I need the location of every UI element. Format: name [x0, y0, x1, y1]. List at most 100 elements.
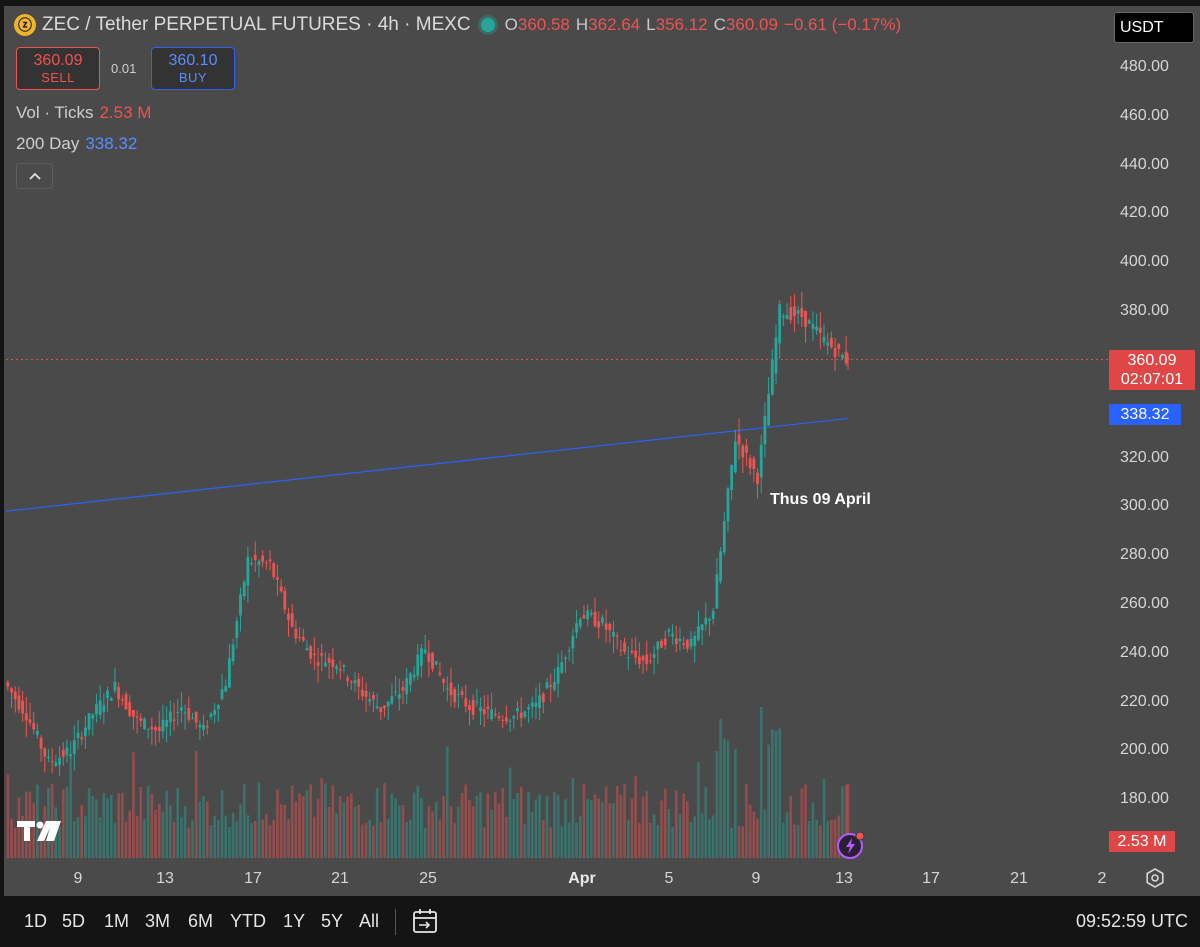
volume-bar — [113, 823, 117, 858]
volume-bar — [65, 787, 69, 858]
volume-bar — [191, 820, 194, 858]
range-button-ytd[interactable]: YTD — [230, 911, 266, 931]
candle-body — [6, 682, 10, 687]
toolbar-divider — [395, 909, 396, 935]
volume-bar — [231, 812, 235, 858]
range-button-6m[interactable]: 6M — [188, 911, 214, 931]
tradingview-logo-icon[interactable] — [16, 818, 62, 844]
range-button-5y[interactable]: 5Y — [321, 911, 344, 931]
volume-bar — [619, 794, 623, 858]
volume-bar — [276, 789, 279, 858]
range-button-3m[interactable]: 3M — [145, 911, 171, 931]
volume-indicator-label: Vol · Ticks — [16, 103, 94, 122]
candle-body — [65, 747, 69, 756]
volume-bar — [73, 821, 76, 858]
volume-bar — [494, 792, 497, 858]
volume-bar — [763, 809, 767, 858]
candle-body — [490, 709, 494, 720]
candle-body — [364, 690, 368, 697]
volume-bar — [475, 795, 479, 858]
price-scale[interactable] — [1108, 6, 1200, 862]
market-status-icon[interactable] — [480, 18, 495, 32]
candle-body — [327, 658, 331, 663]
axis-settings-icon[interactable] — [1144, 867, 1166, 889]
candle-body — [257, 561, 261, 565]
candle-body — [228, 658, 231, 688]
volume-bar — [571, 778, 575, 858]
volume-bar — [479, 792, 482, 858]
range-button-1m[interactable]: 1M — [104, 911, 130, 931]
volume-indicator-legend[interactable]: Vol · Ticks 2.53 M — [16, 103, 151, 123]
candle-body — [589, 613, 593, 615]
candle-body — [180, 707, 183, 711]
candle-body — [634, 650, 638, 658]
candle-body — [98, 700, 102, 715]
candle-body — [612, 631, 615, 637]
candle-body — [10, 688, 13, 693]
range-button-5d[interactable]: 5D — [62, 911, 86, 931]
volume-bar — [527, 791, 530, 858]
candle-body — [168, 711, 172, 723]
volume-bar — [257, 782, 261, 858]
volume-bar — [146, 785, 150, 858]
volume-bar — [582, 783, 586, 858]
candle-body — [778, 304, 782, 344]
sell-button[interactable]: 360.09 SELL — [16, 47, 100, 90]
volume-bar — [305, 790, 309, 858]
candle-body — [667, 629, 671, 632]
candle-body — [143, 718, 146, 729]
volume-bar — [342, 802, 346, 858]
candle-body — [623, 642, 626, 652]
candle-body — [741, 445, 745, 458]
candle-body — [76, 732, 80, 739]
candle-body — [412, 674, 416, 678]
volume-bar — [121, 793, 124, 858]
volume-bar — [634, 776, 637, 858]
currency-button[interactable]: USDT — [1114, 12, 1194, 43]
candle-body — [826, 342, 830, 346]
volume-bar — [645, 791, 649, 858]
volume-bar — [449, 806, 453, 858]
candle-body — [756, 472, 759, 485]
volume-bar — [375, 788, 379, 858]
range-button-1y[interactable]: 1Y — [283, 911, 306, 931]
volume-bar — [711, 815, 715, 858]
volume-bar — [549, 827, 553, 858]
volume-bar — [697, 762, 700, 858]
candle-body — [652, 654, 656, 658]
range-button-1d[interactable]: 1D — [24, 911, 48, 931]
buy-button[interactable]: 360.10 BUY — [151, 47, 235, 90]
candle-body — [194, 711, 198, 723]
volume-bar — [124, 821, 128, 858]
time-scale[interactable] — [4, 862, 1200, 896]
candle-body — [468, 705, 471, 711]
volume-bar — [523, 824, 527, 858]
candle-body — [209, 713, 213, 717]
volume-bar — [10, 818, 13, 858]
price-tick-label: 480.00 — [1120, 58, 1169, 75]
candle-body — [360, 689, 364, 697]
volume-bar — [844, 784, 848, 858]
volume-bar — [741, 826, 745, 858]
volume-bar — [623, 784, 626, 858]
ma-indicator-legend[interactable]: 200 Day 338.32 — [16, 134, 137, 154]
volume-bar — [567, 822, 571, 858]
volume-bar — [686, 801, 689, 858]
volume-bar — [830, 819, 833, 858]
time-tick-label: 21 — [331, 870, 349, 887]
candle-body — [95, 703, 98, 715]
candle-body — [601, 617, 604, 623]
candle-body — [593, 611, 597, 627]
lightning-icon[interactable] — [836, 830, 866, 860]
candle-body — [135, 716, 139, 718]
go-to-date-icon[interactable] — [412, 907, 438, 935]
collapse-legend-button[interactable] — [16, 163, 53, 189]
symbol-title[interactable]: ZEC / Tether PERPETUAL FUTURES · 4h · ME… — [42, 14, 471, 35]
candle-body — [796, 310, 800, 314]
volume-bar — [656, 825, 660, 858]
utc-clock[interactable]: 09:52:59 UTC — [1075, 911, 1188, 931]
range-button-all[interactable]: All — [359, 911, 380, 931]
volume-bar — [98, 817, 102, 858]
volume-bar — [663, 788, 667, 858]
candle-body — [220, 689, 224, 699]
